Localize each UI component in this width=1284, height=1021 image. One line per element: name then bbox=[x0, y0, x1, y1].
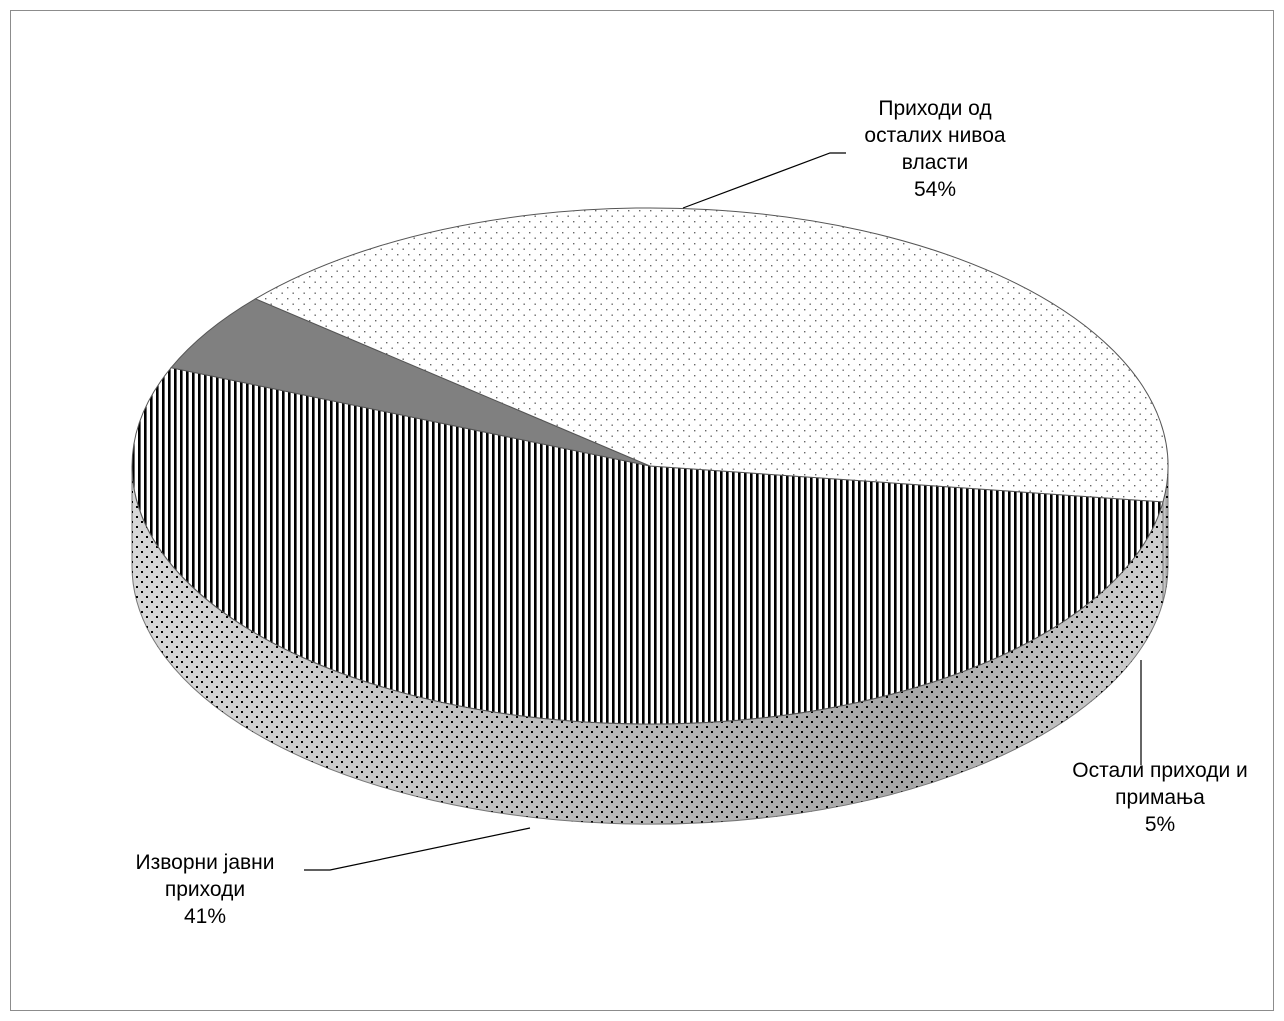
label-other-levels-line2: осталих нивоа bbox=[864, 124, 1006, 147]
slice-other-income-top bbox=[170, 298, 651, 467]
label-own-revenue-line2: приходи bbox=[164, 878, 246, 901]
label-other-levels-line3: власти bbox=[901, 151, 969, 174]
slice-other-levels-top bbox=[131, 367, 1164, 725]
leader-own-revenue bbox=[304, 827, 531, 871]
label-other-income-value: 5% bbox=[1144, 813, 1176, 836]
leader-other-levels bbox=[682, 152, 846, 209]
label-other-levels-line1: Приходи од bbox=[878, 97, 992, 120]
label-own-revenue: Изворни јавни приходи 41% bbox=[95, 849, 315, 930]
slice-own-revenue-side-dots bbox=[1163, 466, 1169, 602]
label-other-levels-value: 54% bbox=[913, 178, 957, 201]
label-other-levels: Приходи од осталих нивоа власти 54% bbox=[815, 95, 1055, 203]
slice-own-revenue-top bbox=[254, 207, 1169, 503]
label-other-income: Остали приходи и примања 5% bbox=[1040, 757, 1280, 838]
slice-other-levels-side-dots bbox=[131, 466, 1164, 825]
label-other-income-line2: примања bbox=[1115, 786, 1205, 809]
label-own-revenue-value: 41% bbox=[183, 905, 227, 928]
label-other-income-line1: Остали приходи и bbox=[1072, 759, 1248, 782]
label-own-revenue-line1: Изворни јавни bbox=[135, 851, 275, 874]
